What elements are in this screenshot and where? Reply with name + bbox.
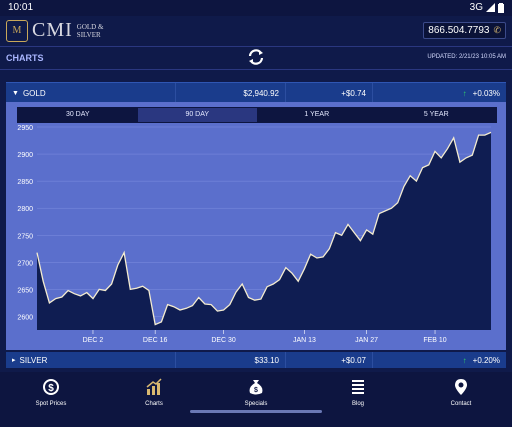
expand-arrow-icon: ▸ (12, 357, 16, 364)
logo-text: CMI (32, 19, 73, 41)
money-bag-icon: $ (249, 380, 263, 395)
gold-price-row[interactable]: ▼ GOLD $2,940.92 +$0.74 ↑ +0.03% (6, 82, 506, 103)
up-arrow-icon: ↑ (462, 355, 467, 365)
nav-spot-prices[interactable]: $ Spot Prices (6, 378, 96, 407)
y-tick-label: 2700 (17, 260, 33, 267)
location-pin-icon (455, 379, 467, 395)
nav-label: Blog (351, 401, 364, 407)
y-tick-label: 2900 (17, 152, 33, 159)
phone-icon: ✆ (493, 25, 501, 35)
refresh-icon[interactable] (246, 47, 266, 67)
bar-chart-icon (146, 378, 162, 395)
silver-price-cell: $33.10 (176, 352, 286, 368)
x-tick-label: DEC 2 (83, 337, 104, 344)
network-label: 3G (469, 2, 483, 13)
app-header: M CMI GOLD & SILVER 866.504.7793 ✆ (0, 16, 512, 46)
tab-90-day[interactable]: 90 DAY (137, 108, 257, 122)
tab-30-day[interactable]: 30 DAY (65, 111, 90, 118)
nav-blog[interactable]: Blog (313, 378, 403, 407)
silver-name-cell: ▸ SILVER (6, 352, 176, 368)
gold-price-cell: $2,940.92 (176, 83, 286, 103)
cmi-logo[interactable]: M CMI GOLD & SILVER (6, 19, 103, 42)
y-tick-label: 2650 (17, 287, 33, 294)
nav-label: Charts (145, 401, 163, 407)
gold-price-chart: 2600 2650 2700 2750 2800 2850 2900 2950 DEC 2 DEC… (17, 125, 492, 344)
silver-percent: +0.20% (472, 355, 500, 365)
x-tick-label: JAN 27 (355, 337, 378, 344)
x-tick-label: FEB 10 (423, 337, 446, 344)
y-tick-label: 2750 (17, 233, 33, 240)
status-bar: 10:01 3G (0, 0, 512, 16)
gold-change-cell: +$0.74 (286, 83, 373, 103)
nav-label: Specials (244, 401, 268, 407)
x-tick-label: JAN 13 (293, 337, 316, 344)
home-indicator (190, 410, 322, 413)
nav-label: Contact (450, 401, 472, 407)
status-time: 10:01 (8, 2, 34, 13)
logo-sub-line2: SILVER (76, 30, 101, 39)
nav-specials[interactable]: $ Specials (211, 378, 301, 407)
battery-icon (498, 2, 504, 13)
nav-label: Spot Prices (35, 401, 67, 407)
collapse-arrow-icon: ▼ (12, 89, 19, 97)
bottom-nav: $ Spot Prices Charts $ Specials Blog Con… (0, 372, 512, 427)
silver-percent-cell: ↑ +0.20% (373, 352, 506, 368)
silver-change-cell: +$0.07 (286, 352, 373, 368)
up-arrow-icon: ↑ (462, 88, 467, 98)
silver-price-row[interactable]: ▸ SILVER $33.10 +$0.07 ↑ +0.20% (6, 352, 506, 368)
y-tick-label: 2800 (17, 206, 33, 213)
silver-price: $33.10 (254, 355, 279, 365)
x-tick-label: DEC 30 (211, 337, 236, 344)
svg-text:$: $ (254, 387, 258, 394)
logo-mark-icon: M (6, 19, 28, 42)
logo-sub-line1: GOLD & (76, 22, 104, 31)
svg-text:$: $ (48, 383, 54, 394)
gold-price: $2,940.92 (243, 88, 279, 98)
y-tick-label: 2600 (17, 314, 33, 321)
phone-number: 866.504.7793 (428, 25, 490, 36)
chart-panel: 30 DAY 90 DAY 1 YEAR 5 YEAR 2600 2650 2700… (6, 102, 506, 350)
silver-change: +$0.07 (341, 355, 366, 365)
gold-percent-cell: ↑ +0.03% (373, 83, 506, 103)
gold-name-cell: ▼ GOLD (6, 83, 176, 103)
y-tick-label: 2950 (17, 125, 33, 132)
range-tabs: 30 DAY 90 DAY 1 YEAR 5 YEAR (17, 107, 497, 123)
silver-name: SILVER (19, 355, 48, 365)
x-tick-label: DEC 16 (143, 337, 168, 344)
signal-icon (486, 3, 495, 12)
y-tick-label: 2850 (17, 179, 33, 186)
price-line (36, 131, 492, 326)
charts-subheader: CHARTS UPDATED: 2/21/23 10:05 AM (0, 46, 512, 70)
status-indicators: 3G (470, 2, 504, 13)
page-title: CHARTS (6, 53, 44, 63)
tab-5-year[interactable]: 5 YEAR (423, 111, 449, 118)
phone-button[interactable]: 866.504.7793 ✆ (423, 22, 506, 39)
nav-contact[interactable]: Contact (416, 378, 506, 407)
gold-name: GOLD (22, 88, 46, 98)
dollar-coin-icon: $ (43, 379, 59, 395)
nav-charts[interactable]: Charts (109, 378, 199, 407)
price-area (37, 132, 491, 330)
gold-percent: +0.03% (472, 88, 500, 98)
document-icon (352, 380, 364, 394)
tab-1-year[interactable]: 1 YEAR (304, 111, 330, 118)
updated-timestamp: UPDATED: 2/21/23 10:05 AM (427, 54, 506, 60)
logo-subtitle: GOLD & SILVER (77, 23, 104, 39)
gold-change: +$0.74 (341, 88, 366, 98)
